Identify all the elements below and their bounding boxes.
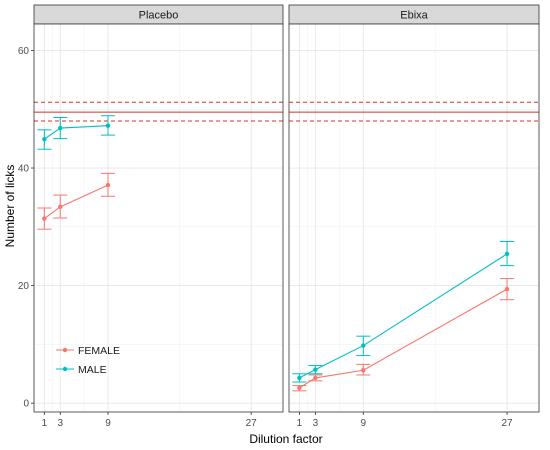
data-point: [105, 123, 111, 128]
x-axis-title: Dilution factor: [249, 432, 322, 446]
data-point: [42, 216, 47, 221]
y-tick-label: 40: [18, 164, 30, 175]
data-point: [504, 286, 510, 292]
x-tick-label: 3: [313, 418, 319, 429]
data-point: [297, 385, 302, 391]
panel-border: [288, 23, 540, 413]
data-point: [504, 251, 510, 257]
data-point: [58, 125, 63, 131]
x-tick-label: 1: [297, 418, 303, 429]
legend: FEMALE MALE: [56, 345, 120, 376]
data-point: [361, 368, 366, 373]
panel-placebo: Placebo 1 3 9 27: [33, 4, 284, 429]
panel-strip-label: Ebixa: [400, 10, 428, 22]
panel-strip-label: Placebo: [139, 10, 179, 22]
data-point: [58, 204, 63, 210]
data-point: [297, 375, 302, 381]
panel-ebixa: Ebixa 1 3 9 27: [288, 4, 540, 429]
legend-key-point: [62, 347, 68, 353]
x-tick-label: 27: [501, 418, 513, 429]
data-point: [313, 375, 318, 381]
series-line-male: [299, 253, 508, 379]
panel-background: [34, 24, 283, 412]
series-line-female: [299, 288, 508, 389]
legend-key-point: [62, 366, 68, 372]
data-point: [313, 367, 318, 372]
legend-label: MALE: [78, 364, 107, 376]
x-tick-label: 3: [57, 418, 63, 429]
y-tick-label: 20: [18, 281, 30, 292]
y-tick-label: 60: [18, 46, 30, 57]
legend-label: FEMALE: [78, 345, 120, 357]
data-point: [105, 182, 111, 188]
x-tick-label: 9: [360, 418, 366, 429]
x-tick-label: 9: [105, 418, 111, 429]
data-point: [42, 137, 47, 142]
x-tick-label: 27: [246, 418, 258, 429]
x-tick-label: 1: [42, 418, 48, 429]
panel-background: [289, 24, 539, 412]
y-tick-label: 0: [23, 399, 29, 410]
panel-border: [33, 23, 284, 413]
data-point: [361, 343, 366, 348]
y-axis-title: Number of licks: [3, 165, 17, 248]
